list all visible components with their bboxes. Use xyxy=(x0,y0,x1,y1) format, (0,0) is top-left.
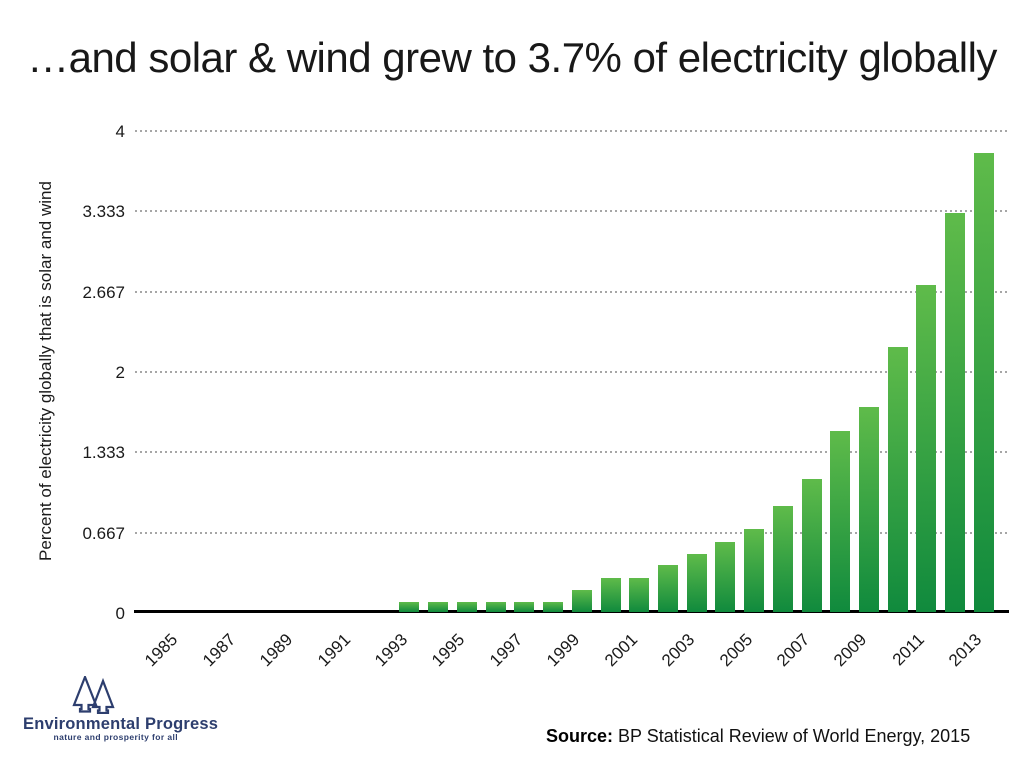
bar-2011 xyxy=(887,346,908,612)
bar-2003 xyxy=(657,565,678,612)
x-tick-label: 2011 xyxy=(888,630,929,670)
bar-1996 xyxy=(456,602,477,612)
page-title: …and solar & wind grew to 3.7% of electr… xyxy=(27,34,997,81)
bar-2004 xyxy=(686,554,707,612)
gridline xyxy=(135,130,1007,132)
x-axis-line xyxy=(134,610,1009,613)
logo-name: Environmental Progress xyxy=(23,715,219,733)
x-tick-label: 1995 xyxy=(428,630,469,671)
x-tick-label: 2009 xyxy=(830,630,871,671)
gridline xyxy=(135,451,1007,454)
bar-1994 xyxy=(399,602,420,612)
bar-2001 xyxy=(600,578,621,612)
gridline xyxy=(135,290,1007,293)
pine-trees-icon xyxy=(72,676,115,714)
y-tick-label: 1.333 xyxy=(82,443,125,463)
bar-2009 xyxy=(830,431,851,612)
bar-1999 xyxy=(543,602,564,612)
environmental-progress-logo: Environmental Progress nature and prospe… xyxy=(23,676,219,742)
bar-chart-plot-area: 1985 1987 1989 1991 1993 1995 1997 1999 2001 2003… xyxy=(134,130,1009,670)
x-tick-label: 2003 xyxy=(658,630,699,671)
gridline xyxy=(135,531,1007,534)
y-tick-label: 0 xyxy=(115,604,125,623)
source-label: Source: xyxy=(546,726,614,746)
gridline xyxy=(135,371,1007,373)
source-text: BP Statistical Review of World Energy, 2… xyxy=(613,726,971,746)
bar-1998 xyxy=(514,602,535,612)
x-tick-label: 1987 xyxy=(198,630,239,671)
x-tick-label: 1985 xyxy=(141,630,182,671)
x-tick-label: 1991 xyxy=(313,630,354,671)
bar-2012 xyxy=(916,285,937,612)
x-tick-label: 1993 xyxy=(371,630,412,671)
source-line: Source: BP Statistical Review of World E… xyxy=(546,726,970,747)
bar-2000 xyxy=(571,590,592,612)
bar-1997 xyxy=(485,602,506,612)
y-tick-label: 4 xyxy=(115,122,125,141)
bar-2007 xyxy=(772,505,793,612)
x-tick-label: 2007 xyxy=(773,630,814,671)
bar-2006 xyxy=(744,528,765,612)
y-tick-label: 2 xyxy=(115,363,125,382)
bar-2002 xyxy=(629,578,650,612)
y-tick-label: 3.333 xyxy=(82,202,125,222)
bar-1995 xyxy=(428,602,449,612)
bar-2008 xyxy=(801,479,822,612)
y-tick-label: 0.667 xyxy=(82,523,125,543)
x-tick-label: 1989 xyxy=(256,630,297,671)
bar-2010 xyxy=(859,407,879,612)
x-tick-label: 1999 xyxy=(543,630,584,671)
bar-2013 xyxy=(945,213,966,612)
logo-tagline: nature and prosperity for all xyxy=(53,732,178,742)
bar-2005 xyxy=(715,542,736,612)
x-tick-label: 2001 xyxy=(600,630,641,671)
x-tick-label: 2013 xyxy=(945,630,986,671)
x-tick-label: 2005 xyxy=(715,630,756,671)
x-tick-label: 1997 xyxy=(485,630,527,671)
gridline xyxy=(135,210,1007,213)
y-tick-label: 2.667 xyxy=(82,282,125,302)
bar-2014 xyxy=(973,152,994,612)
